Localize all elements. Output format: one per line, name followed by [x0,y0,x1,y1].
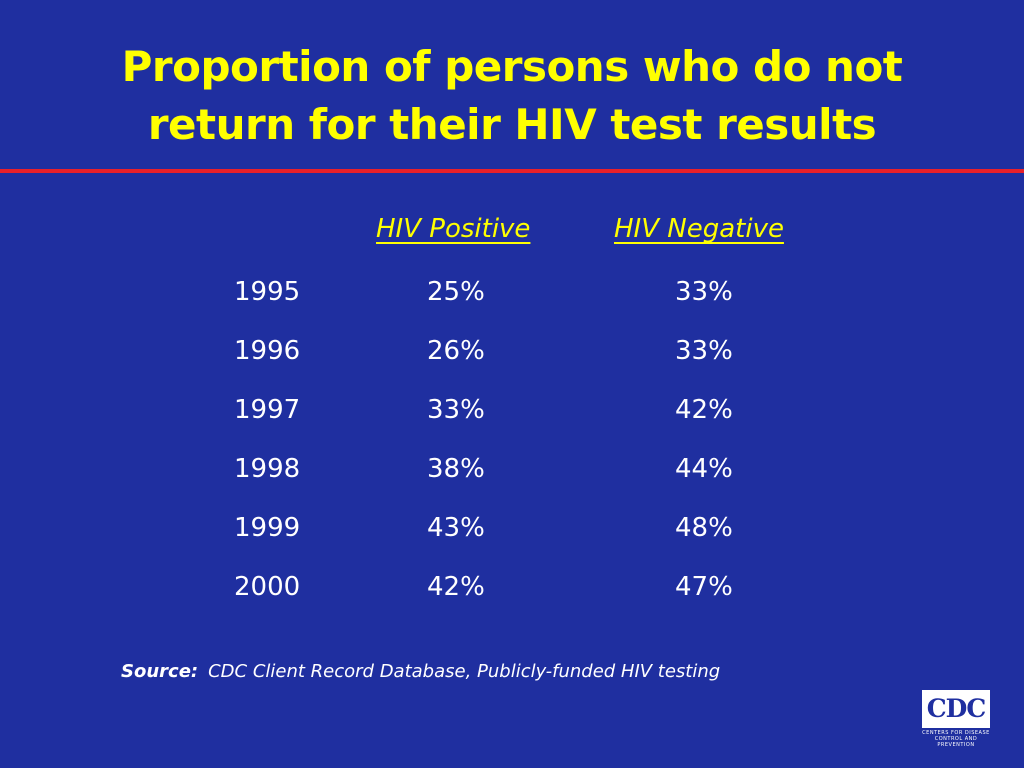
column-header-hiv-positive: HIV Positive [376,214,531,244]
hiv-positive-cell: 33% [427,395,485,425]
cdc-logo-subtitle-line-2: CONTROL AND PREVENTION [934,736,978,748]
cdc-logo-subtitle-line-1: CENTERS FOR DISEASE [922,730,990,736]
hiv-negative-cell: 47% [675,572,733,602]
title-line-2: return for their HIV test results [147,100,877,149]
hiv-positive-cell: 38% [427,454,485,484]
hiv-negative-cell: 42% [675,395,733,425]
year-cell: 1999 [234,513,301,543]
title-line-1: Proportion of persons who do not [121,42,903,91]
source-note: Source: CDC Client Record Database, Publi… [121,658,720,686]
slide-title: Proportion of persons who do not return … [0,38,1024,154]
hiv-negative-cell: 44% [675,454,733,484]
table-row: 1998 38% 44% [0,449,1024,489]
hiv-positive-cell: 26% [427,336,485,366]
cdc-logo-subtitle: CENTERS FOR DISEASE CONTROL AND PREVENTI… [922,730,990,748]
source-label: Source: [121,661,199,682]
year-cell: 2000 [234,572,301,602]
year-cell: 1996 [234,336,301,366]
column-header-hiv-negative: HIV Negative [614,214,784,244]
cdc-logo: CDC CENTERS FOR DISEASE CONTROL AND PREV… [922,690,990,748]
table-row: 1999 43% 48% [0,508,1024,548]
hiv-positive-cell: 43% [427,513,485,543]
table-row: 1996 26% 33% [0,331,1024,371]
cdc-logo-text: CDC [926,694,986,723]
year-cell: 1995 [234,277,301,307]
hiv-negative-cell: 33% [675,336,733,366]
source-text: CDC Client Record Database, Publicly-fun… [208,661,721,682]
cdc-logo-box: CDC [922,690,990,728]
table-row: 2000 42% 47% [0,567,1024,607]
hiv-positive-cell: 42% [427,572,485,602]
table-row: 1995 25% 33% [0,272,1024,312]
title-divider [0,169,1024,173]
year-cell: 1998 [234,454,301,484]
table-row: 1997 33% 42% [0,390,1024,430]
hiv-negative-cell: 33% [675,277,733,307]
hiv-positive-cell: 25% [427,277,485,307]
year-cell: 1997 [234,395,301,425]
hiv-negative-cell: 48% [675,513,733,543]
